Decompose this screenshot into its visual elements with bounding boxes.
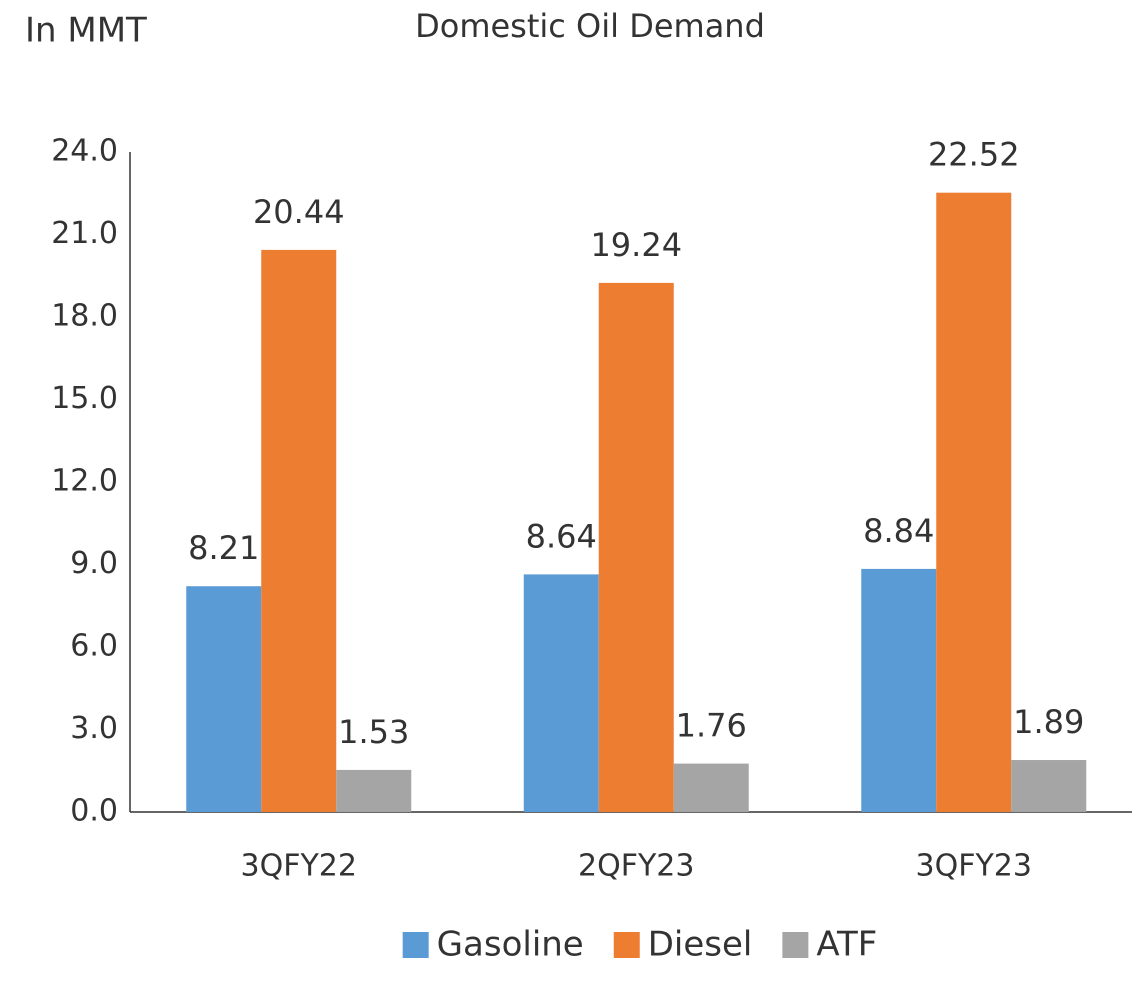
bar [598,282,674,812]
data-label: 8.64 [526,517,597,555]
x-tick-label: 3QFY22 [241,849,357,884]
legend-swatch [613,932,640,958]
legend-label: Gasoline [437,925,584,965]
legend-label: ATF [816,925,877,965]
y-tick-label: 3.0 [70,711,118,746]
data-label: 22.52 [928,136,1020,174]
bar [523,574,599,812]
bar [861,568,937,812]
y-tick-label: 24.0 [51,134,118,169]
y-tick-label: 18.0 [51,299,118,334]
data-label: 8.84 [863,512,934,550]
bar [261,249,337,812]
legend-label: Diesel [648,925,753,965]
legend-swatch [782,932,809,958]
bar [336,769,412,812]
data-label: 1.76 [676,707,747,745]
y-axis-label: In MMT [25,11,147,51]
chart-title: Domestic Oil Demand [415,7,765,45]
data-label: 1.53 [338,713,409,751]
bar [186,586,262,812]
bar [673,763,749,812]
data-label: 20.44 [253,193,345,231]
y-tick-label: 9.0 [70,546,118,581]
y-tick-label: 12.0 [51,464,118,499]
data-label: 1.89 [1013,703,1084,741]
bar [936,192,1012,812]
x-tick-label: 2QFY23 [578,849,694,884]
y-tick-label: 0.0 [70,794,118,829]
bar [1011,760,1087,812]
data-label: 8.21 [188,529,259,567]
y-tick-label: 6.0 [70,629,118,664]
y-tick-label: 15.0 [51,381,118,416]
data-label: 19.24 [590,226,682,264]
y-tick-label: 21.0 [51,216,118,251]
x-tick-label: 3QFY23 [916,849,1032,884]
legend-swatch [402,932,429,958]
